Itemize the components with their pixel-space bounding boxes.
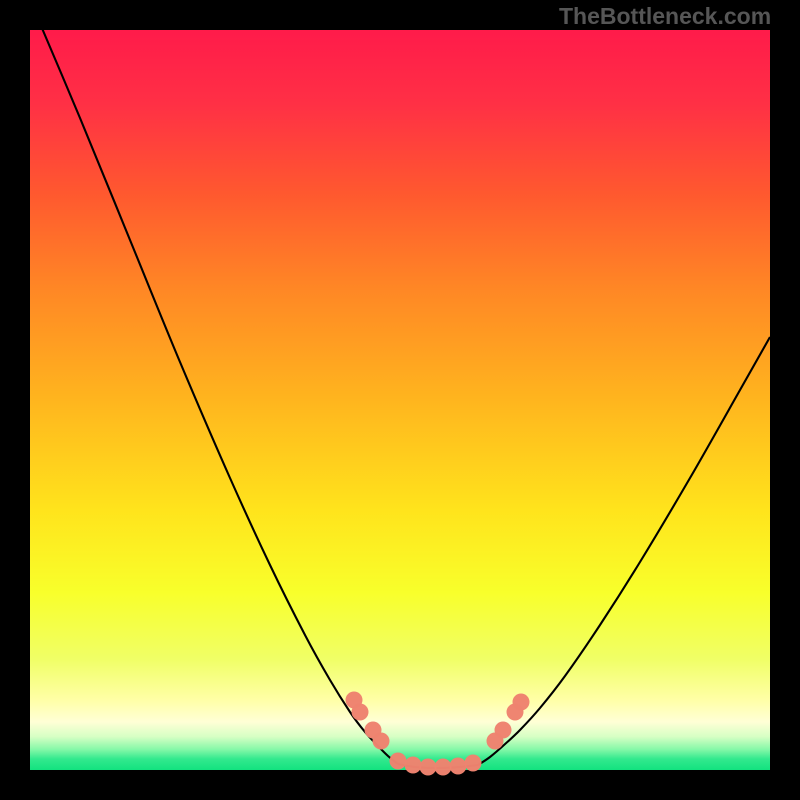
curve-marker xyxy=(465,755,482,772)
chart-canvas: TheBottleneck.com xyxy=(0,0,800,800)
curve-marker xyxy=(390,753,407,770)
curve-marker xyxy=(435,759,452,776)
curve-marker xyxy=(373,733,390,750)
curve-marker xyxy=(495,722,512,739)
curve-marker xyxy=(420,759,437,776)
curve-marker xyxy=(450,758,467,775)
curve-left-branch xyxy=(30,0,398,764)
curve-marker xyxy=(513,694,530,711)
chart-svg xyxy=(0,0,800,800)
watermark-text: TheBottleneck.com xyxy=(559,3,771,30)
curve-marker xyxy=(405,757,422,774)
curve-marker xyxy=(352,704,369,721)
curve-markers xyxy=(346,692,530,776)
